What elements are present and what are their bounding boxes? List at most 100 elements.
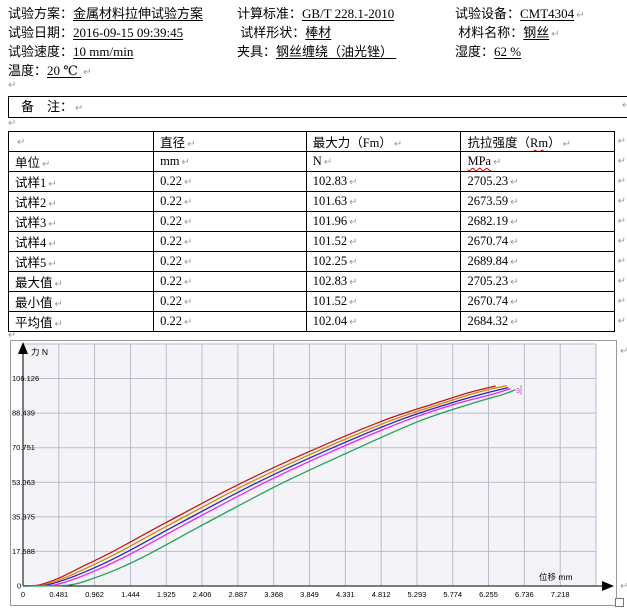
param-field[interactable]: 试验速度：10 mm/min <box>8 41 133 60</box>
table-cell[interactable]: 平均值 ↵ <box>7 311 155 332</box>
table-cell[interactable]: 单位 ↵ <box>7 151 155 172</box>
cell-text: N <box>312 154 322 168</box>
table-cell[interactable]: 102.83 ↵ <box>305 271 462 292</box>
chart-canvas: 0 17.688 35.375 53.063 70.751 88.439 106.126 0 0… <box>12 342 614 599</box>
table-cell[interactable]: 最大力（Fm） ↵ <box>305 131 462 152</box>
table-cell[interactable]: 2684.32 ↵ <box>460 311 615 332</box>
table-cell[interactable]: 0.22 ↵ <box>153 271 307 292</box>
table-cell[interactable]: 102.25 ↵ <box>305 251 462 272</box>
param-field[interactable]: 试验日期：2016-09-15 09:39:45 <box>8 22 183 41</box>
cell-end-mark: ↵ <box>510 277 519 288</box>
x-tick-label: 3.368 <box>264 590 283 599</box>
param-value[interactable]: 钢丝 <box>523 25 550 40</box>
table-cell[interactable]: 101.63 ↵ <box>305 191 462 212</box>
cell-text: 试样1 <box>15 176 47 190</box>
param-value[interactable]: CMT4304 <box>520 6 575 21</box>
cell-end-mark: ↵ <box>510 177 519 188</box>
table-cell[interactable]: 抗拉强度（Rm） ↵ <box>460 131 615 152</box>
table-cell[interactable]: 0.22 ↵ <box>153 231 307 252</box>
cell-text: 0.22 <box>160 314 182 328</box>
table-cell[interactable]: N ↵ <box>305 151 462 172</box>
param-field[interactable]: 试验方案：金属材料拉伸试验方案 <box>8 3 203 22</box>
table-cell[interactable]: ↵ <box>7 131 155 152</box>
cell-text: 0.22 <box>160 214 182 228</box>
x-tick-label: 0.962 <box>85 590 104 599</box>
table-cell[interactable]: 2705.23 ↵ <box>460 171 615 192</box>
cell-end-mark: ↵ <box>562 139 571 150</box>
table-cell[interactable]: 101.52 ↵ <box>305 291 462 312</box>
cell-end-mark: ↵ <box>183 237 193 248</box>
cell-end-mark: ↵ <box>510 317 519 328</box>
table-cell[interactable]: 2705.23 ↵ <box>460 271 615 292</box>
table-cell[interactable]: 直径 ↵ <box>153 131 307 152</box>
param-value[interactable]: GB/T 228.1-2010 <box>302 6 395 21</box>
cell-text: 直径 <box>160 136 186 150</box>
cell-end-mark: ↵ <box>393 139 403 150</box>
force-displacement-chart[interactable]: 0 17.688 35.375 53.063 70.751 88.439 106.126 0 0… <box>10 340 617 606</box>
cell-end-mark: ↵ <box>48 219 57 230</box>
param-value[interactable]: 20 ℃ <box>47 63 82 78</box>
param-value[interactable]: 金属材料拉伸试验方案 <box>73 6 204 21</box>
x-tick-label: 7.218 <box>551 590 570 599</box>
table-cell[interactable]: 102.83 ↵ <box>305 171 462 192</box>
row-end-mark: ↵ <box>617 316 626 327</box>
param-value[interactable]: 2016-09-15 09:39:45 <box>73 25 184 40</box>
table-row: 试样5 ↵ 0.22 ↵ 102.25 ↵ 2689.84 ↵ ↵ <box>7 251 627 272</box>
table-cell[interactable]: 最小值 ↵ <box>7 291 155 312</box>
param-value[interactable]: 62 % <box>494 44 522 59</box>
table-cell[interactable]: 102.04 ↵ <box>305 311 462 332</box>
param-field[interactable]: 计算标准：GB/T 228.1-2010 <box>237 3 394 22</box>
curve-end-label: 3 <box>516 388 520 395</box>
cell-text: 抗拉强度（Rm） <box>467 136 561 150</box>
table-cell[interactable]: 2670.74 ↵ <box>460 231 615 252</box>
table-cell[interactable]: 0.22 ↵ <box>153 291 307 312</box>
param-field[interactable]: 试验设备：CMT4304 ↵ <box>455 3 585 22</box>
param-field[interactable]: 温度：20 ℃ ↵ <box>8 60 91 79</box>
remarks-label: 备 注： <box>21 99 74 114</box>
param-label: 试验速度： <box>8 44 74 59</box>
param-field[interactable]: 夹具：钢丝缠绕（油光锉） <box>237 41 396 60</box>
table-cell[interactable]: 2673.59 ↵ <box>460 191 615 212</box>
table-cell[interactable]: 试样1 ↵ <box>7 171 155 192</box>
paragraph-mark: ↵ <box>83 67 92 78</box>
table-cell[interactable]: MPa ↵ <box>460 151 615 172</box>
param-field[interactable]: 试样形状：棒材 <box>237 22 331 41</box>
table-cell[interactable]: 101.96 ↵ <box>305 211 462 232</box>
table-cell[interactable]: 0.22 ↵ <box>153 211 307 232</box>
param-line: 试验日期：2016-09-15 09:39:45 试样形状：棒材 材料名称：钢丝… <box>8 22 620 41</box>
cell-text: 最大值 <box>15 276 53 290</box>
x-tick-label: 4.331 <box>336 590 355 599</box>
remarks-box[interactable]: 备 注： ↵ <box>8 96 627 118</box>
cell-end-mark: ↵ <box>493 157 502 168</box>
y-tick-label: 88.439 <box>12 409 35 418</box>
paragraph-mark: ↵ <box>576 10 585 21</box>
table-cell[interactable]: 0.22 ↵ <box>153 311 307 332</box>
results-table[interactable]: ↵ 直径 ↵ 最大力（Fm） ↵ 抗拉强度（Rm） ↵ ↵ 单位 ↵ mm ↵ N ↵ MPa ↵ ↵ 试样1 ↵ 0… <box>7 131 627 332</box>
cell-end-mark: ↵ <box>349 177 358 188</box>
paragraph-mark: ↵ <box>75 103 84 114</box>
param-field[interactable]: 材料名称：钢丝 ↵ <box>455 22 559 41</box>
table-cell[interactable]: 0.22 ↵ <box>153 251 307 272</box>
param-value[interactable]: 棒材 <box>305 25 332 40</box>
param-field[interactable]: 湿度：62 % <box>455 41 521 60</box>
table-cell[interactable]: 最大值 ↵ <box>7 271 155 292</box>
cell-end-mark: ↵ <box>349 197 358 208</box>
y-axis-title: 力 N <box>31 347 48 357</box>
param-value[interactable]: 10 mm/min <box>73 44 134 59</box>
table-cell[interactable]: 0.22 ↵ <box>153 171 307 192</box>
table-cell[interactable]: 2670.74 ↵ <box>460 291 615 312</box>
table-cell[interactable]: 试样3 ↵ <box>7 211 155 232</box>
y-tick-label: 53.063 <box>12 478 35 487</box>
table-cell[interactable]: 试样4 ↵ <box>7 231 155 252</box>
resize-handle[interactable] <box>615 598 624 607</box>
table-cell[interactable]: 2682.19 ↵ <box>460 211 615 232</box>
cell-text: 0.22 <box>160 174 182 188</box>
table-cell[interactable]: 试样2 ↵ <box>7 191 155 212</box>
table-cell[interactable]: mm ↵ <box>153 151 307 172</box>
table-cell[interactable]: 101.52 ↵ <box>305 231 462 252</box>
table-cell[interactable]: 0.22 ↵ <box>153 191 307 212</box>
param-value[interactable]: 钢丝缠绕（油光锉） <box>276 44 397 59</box>
y-tick-label: 70.751 <box>12 443 35 452</box>
table-cell[interactable]: 2689.84 ↵ <box>460 251 615 272</box>
table-cell[interactable]: 试样5 ↵ <box>7 251 155 272</box>
